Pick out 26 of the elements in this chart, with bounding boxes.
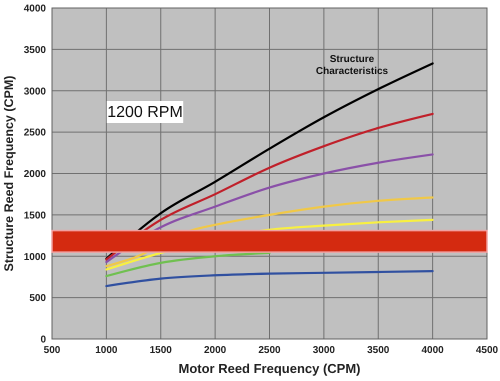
x-tick-label: 2000 [204, 345, 227, 356]
y-tick-label: 3000 [24, 86, 46, 98]
y-tick-label: 4000 [24, 4, 46, 14]
y-tick-label: 500 [29, 293, 46, 304]
x-tick-label: 2500 [258, 345, 282, 356]
line-series [105, 252, 271, 278]
x-tick-label: 3000 [312, 345, 336, 356]
x-tick-label: 4000 [422, 345, 444, 356]
x-tick-label: 500 [44, 345, 61, 356]
x-tick-label: 1500 [150, 345, 172, 356]
y-tick-label: 2500 [24, 128, 46, 139]
annotation: Structure Characteristics [316, 54, 389, 77]
y-tick-label: 3500 [24, 44, 46, 56]
x-tick-label: 4500 [476, 345, 499, 356]
x-tick-label: 1000 [95, 345, 118, 356]
line-series [105, 62, 434, 260]
y-axis-title: Structure Reed Frequency (CPM) [2, 76, 16, 272]
line-series [105, 153, 434, 264]
y-tick-label: 1000 [24, 252, 46, 263]
y-tick-label: 0 [40, 334, 46, 346]
y-tick-label: 1500 [24, 210, 46, 222]
annotation: 1200 RPM [107, 104, 183, 121]
y-tick-label: 2000 [24, 169, 46, 180]
x-tick-label: 3500 [367, 345, 390, 356]
x-axis-title: Motor Reed Frequency (CPM) [178, 361, 361, 376]
line-series [105, 270, 434, 288]
